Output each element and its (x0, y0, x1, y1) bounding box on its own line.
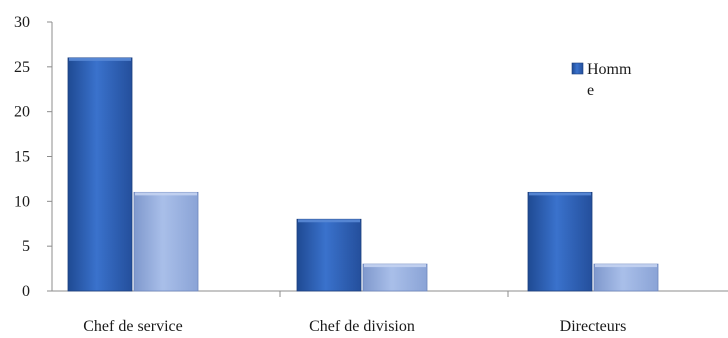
y-tick-label: 20 (14, 104, 30, 121)
y-tick-label: 15 (14, 149, 30, 166)
y-tick-label: 30 (14, 14, 30, 31)
bar-series-1-2 (593, 263, 659, 292)
bar-series-1-0 (133, 191, 199, 292)
bar-top-highlight (298, 219, 360, 223)
bar-top-highlight (69, 57, 131, 61)
x-category-label: Chef de division (309, 318, 415, 333)
y-tick-label: 25 (14, 59, 30, 76)
legend-swatch-homme (571, 62, 584, 75)
y-tick-label: 5 (22, 238, 30, 255)
legend-label-line: e (587, 82, 594, 99)
bar-top-highlight (529, 192, 591, 196)
x-category-label: Directeurs (560, 318, 627, 333)
bar-series-1-1 (362, 263, 428, 292)
bar-series-0-0 (67, 57, 133, 292)
bar-series-0-2 (527, 191, 593, 292)
bar-top-highlight (364, 264, 426, 268)
bar-top-highlight (135, 192, 197, 196)
bar-series-0-1 (296, 218, 362, 292)
bar-top-highlight (595, 264, 657, 268)
y-tick-label: 0 (22, 283, 30, 300)
x-category-label: Chef de service (83, 318, 183, 333)
legend-label-line: Homm (587, 61, 632, 78)
y-tick-label: 10 (14, 193, 30, 210)
